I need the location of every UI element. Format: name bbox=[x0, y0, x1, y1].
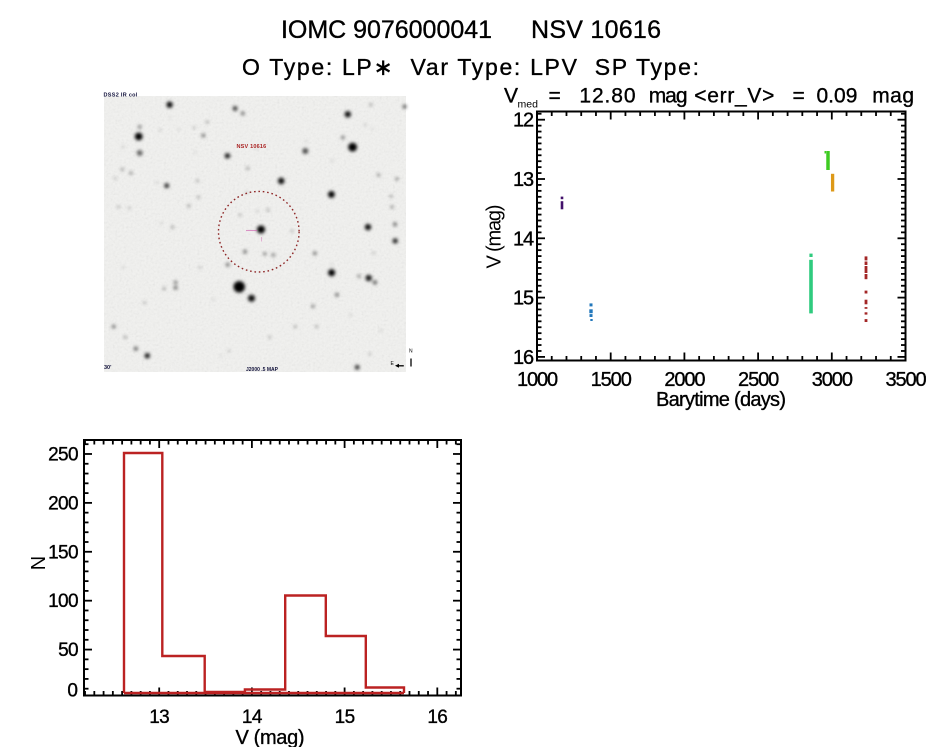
svg-text:3500: 3500 bbox=[885, 369, 926, 391]
svg-text:16: 16 bbox=[513, 347, 534, 369]
svg-text:NSV 10616: NSV 10616 bbox=[531, 16, 661, 44]
svg-text:50: 50 bbox=[58, 640, 78, 661]
svg-text:Barytime (days): Barytime (days) bbox=[656, 389, 786, 411]
svg-text:J2000 .5 MAP: J2000 .5 MAP bbox=[246, 367, 279, 373]
svg-text:13: 13 bbox=[149, 707, 169, 728]
svg-text:250: 250 bbox=[48, 445, 78, 466]
svg-text:0.09: 0.09 bbox=[817, 85, 858, 108]
svg-text:12: 12 bbox=[513, 110, 534, 132]
svg-text:15: 15 bbox=[513, 288, 534, 310]
svg-text:0: 0 bbox=[67, 681, 78, 702]
svg-text:IOMC 9076000041: IOMC 9076000041 bbox=[281, 16, 492, 44]
svg-text:16: 16 bbox=[427, 707, 447, 728]
svg-text:200: 200 bbox=[48, 493, 78, 514]
svg-text:2500: 2500 bbox=[738, 369, 779, 391]
svg-text:NSV 10616: NSV 10616 bbox=[237, 144, 267, 150]
svg-text:V (mag): V (mag) bbox=[236, 727, 305, 747]
svg-text:12.80: 12.80 bbox=[579, 85, 636, 108]
svg-text:E: E bbox=[391, 361, 395, 367]
svg-text:13: 13 bbox=[513, 169, 534, 191]
svg-text:1500: 1500 bbox=[591, 369, 632, 391]
svg-text:med: med bbox=[518, 99, 539, 111]
svg-text:=: = bbox=[549, 85, 561, 108]
svg-text:2000: 2000 bbox=[664, 369, 705, 391]
svg-text:3000: 3000 bbox=[812, 369, 853, 391]
svg-text:<err_V>: <err_V> bbox=[694, 85, 775, 108]
svg-text:V (mag): V (mag) bbox=[484, 205, 506, 269]
svg-text:150: 150 bbox=[48, 542, 78, 563]
svg-text:N: N bbox=[28, 556, 50, 570]
svg-text:14: 14 bbox=[242, 707, 263, 728]
svg-text:V: V bbox=[504, 85, 518, 108]
svg-text:1000: 1000 bbox=[517, 369, 558, 391]
svg-text:DSS2 IR col: DSS2 IR col bbox=[104, 93, 138, 99]
svg-text:30': 30' bbox=[104, 365, 112, 371]
svg-text:=: = bbox=[793, 85, 805, 108]
svg-text:N: N bbox=[409, 349, 413, 355]
svg-text:mag: mag bbox=[872, 85, 914, 108]
svg-text:100: 100 bbox=[48, 591, 78, 612]
svg-text:14: 14 bbox=[513, 228, 534, 250]
svg-text:mag: mag bbox=[649, 85, 687, 108]
svg-text:15: 15 bbox=[335, 707, 355, 728]
